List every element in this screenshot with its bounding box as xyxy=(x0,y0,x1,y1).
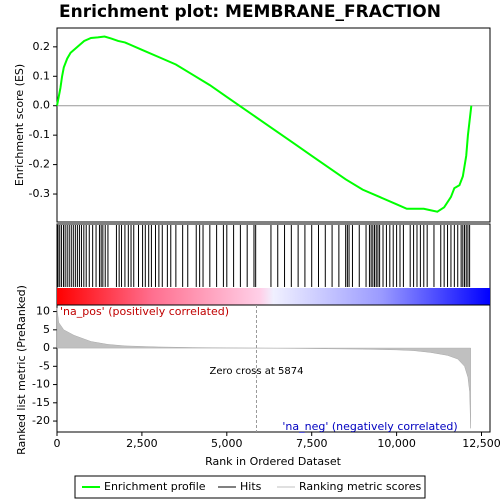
es-frame xyxy=(56,27,491,223)
y-tick-label: -5 xyxy=(39,359,50,372)
y-axis-label: Enrichment score (ES) xyxy=(13,64,26,186)
y-tick-label: -10 xyxy=(32,378,50,391)
annotation: 'na_pos' (positively correlated) xyxy=(60,305,229,318)
x-tick-label: 2,500 xyxy=(126,437,158,450)
x-axis-label: Rank in Ordered Dataset xyxy=(205,455,342,468)
x-tick-label: 10,000 xyxy=(377,437,416,450)
y-tick-label: 0.0 xyxy=(33,99,51,112)
y-tick-label: 5 xyxy=(43,323,50,336)
y-axis-label: Ranked list metric (PreRanked) xyxy=(15,285,28,455)
y-tick-label: 0.2 xyxy=(33,40,51,53)
y-tick-label: -0.3 xyxy=(29,187,50,200)
x-tick-label: 12,500 xyxy=(462,437,500,450)
x-tick-label: 5,000 xyxy=(211,437,243,450)
x-tick-label: 0 xyxy=(54,437,61,450)
annotation: 'na_neg' (negatively correlated) xyxy=(282,420,457,433)
y-tick-label: 0 xyxy=(43,341,50,354)
legend-label: Enrichment profile xyxy=(104,480,206,493)
y-tick-label: -0.2 xyxy=(29,158,50,171)
legend-label: Ranking metric scores xyxy=(299,480,421,493)
metric-frame xyxy=(56,304,491,433)
y-tick-label: -15 xyxy=(32,396,50,409)
annotation: Zero cross at 5874 xyxy=(209,366,303,377)
metric-area xyxy=(56,307,471,429)
legend-label: Hits xyxy=(240,480,262,493)
chart-title: Enrichment plot: MEMBRANE_FRACTION xyxy=(59,2,441,22)
enrichment-line xyxy=(56,35,473,213)
color-bar xyxy=(57,288,490,305)
y-tick-label: -20 xyxy=(32,414,50,427)
x-tick-label: 7,500 xyxy=(296,437,328,450)
y-tick-label: 0.1 xyxy=(33,69,51,82)
y-tick-label: -0.1 xyxy=(29,128,50,141)
y-tick-label: 10 xyxy=(36,305,50,318)
legend xyxy=(74,475,426,499)
